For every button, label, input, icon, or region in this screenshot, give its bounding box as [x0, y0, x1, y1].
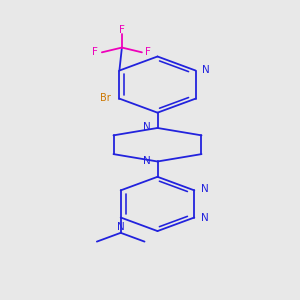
Text: N: N: [201, 214, 208, 224]
Text: N: N: [202, 64, 210, 75]
Text: N: N: [143, 122, 151, 132]
Text: F: F: [119, 25, 125, 35]
Text: F: F: [92, 47, 98, 57]
Text: F: F: [146, 47, 151, 57]
Text: Br: Br: [100, 93, 110, 103]
Text: N: N: [143, 156, 151, 166]
Text: N: N: [201, 184, 208, 194]
Text: N: N: [117, 222, 124, 232]
